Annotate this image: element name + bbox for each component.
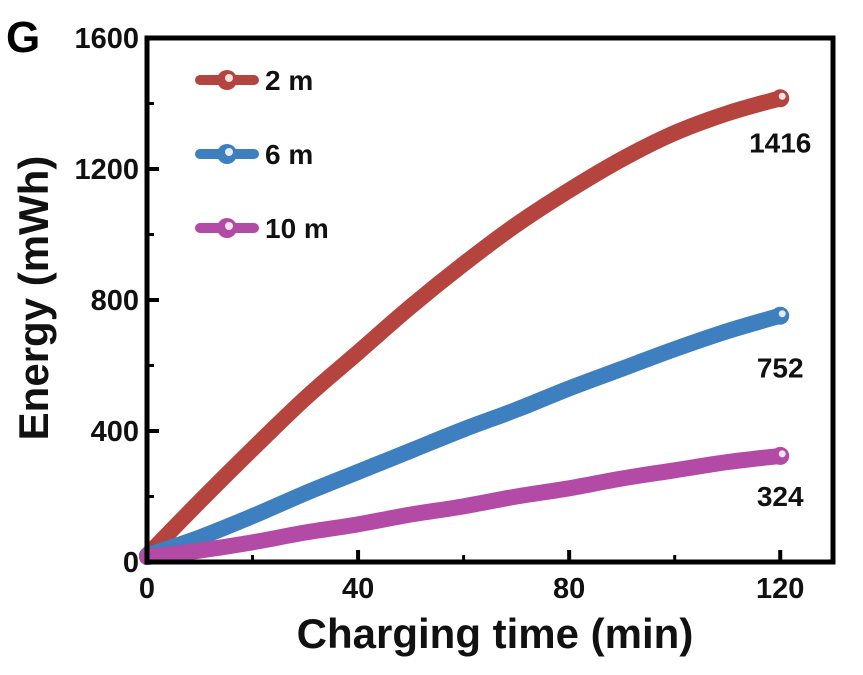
y-tick-label: 1200 — [74, 154, 139, 186]
x-tick-label: 80 — [553, 573, 585, 605]
series-end-label: 324 — [757, 481, 804, 512]
x-tick-label: 120 — [756, 573, 804, 605]
series-end-label: 752 — [757, 353, 804, 384]
series-end-marker-highlight — [778, 310, 786, 318]
series-end-marker-highlight — [778, 450, 786, 458]
legend-marker-highlight — [225, 148, 233, 156]
legend: 2 m 6 m 10 m — [195, 65, 329, 244]
legend-label: 10 m — [265, 213, 329, 244]
legend-marker-highlight — [225, 222, 233, 230]
series-end-label: 1416 — [749, 127, 811, 158]
legend-label: 6 m — [265, 139, 313, 170]
y-tick-label: 400 — [91, 416, 139, 448]
y-tick-label: 1600 — [74, 23, 139, 55]
y-tick-label: 800 — [91, 285, 139, 317]
series-line — [139, 447, 789, 566]
x-tick-label: 0 — [139, 573, 155, 605]
plot-area: 1416 752 324 — [139, 89, 811, 566]
legend-label: 2 m — [265, 65, 313, 96]
x-axis-title: Charging time (min) — [297, 610, 694, 657]
y-axis-title: Energy (mWh) — [10, 156, 57, 441]
series-line — [139, 307, 789, 564]
x-tick-label: 40 — [342, 573, 374, 605]
series-line — [139, 90, 789, 564]
legend-marker-highlight — [225, 74, 233, 82]
panel-label: G — [6, 13, 40, 62]
series-end-marker-highlight — [778, 92, 786, 100]
y-tick-label: 0 — [123, 547, 139, 579]
